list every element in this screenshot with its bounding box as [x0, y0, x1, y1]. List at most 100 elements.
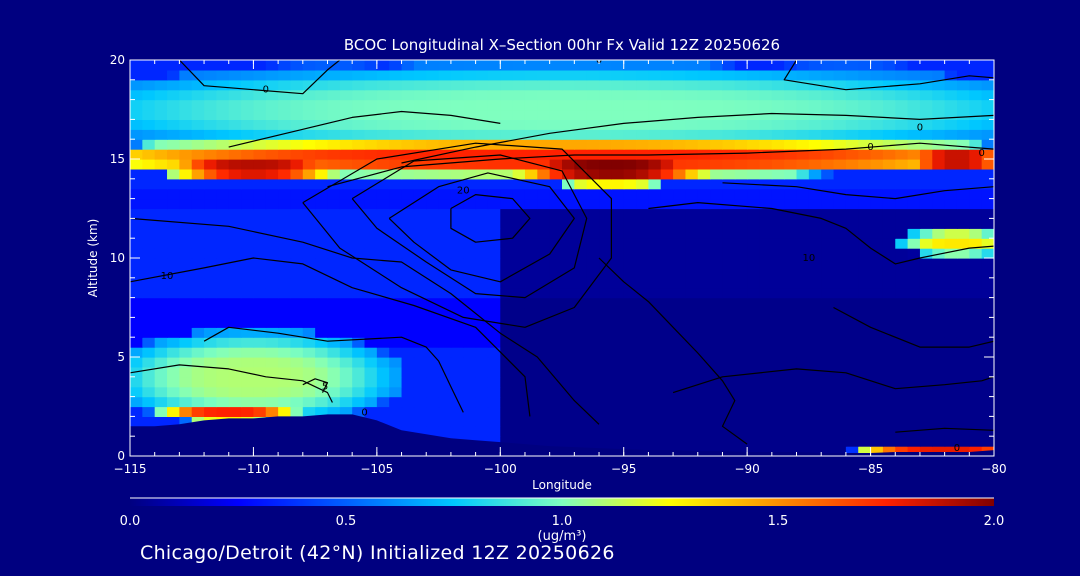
field-cell — [290, 69, 304, 81]
field-cell — [685, 366, 699, 378]
field-cell — [808, 228, 822, 239]
field-cell — [401, 396, 415, 408]
field-cell — [870, 238, 884, 249]
field-cell — [907, 99, 921, 111]
field-cell — [858, 297, 872, 309]
field-cell — [895, 317, 909, 328]
field-cell — [981, 277, 994, 289]
field-cell — [771, 248, 785, 259]
field-cell — [487, 99, 501, 111]
field-cell — [401, 109, 415, 120]
field-cell — [562, 208, 575, 219]
field-cell — [352, 267, 366, 279]
field-cell — [339, 149, 353, 160]
field-cell — [944, 89, 958, 101]
field-cell — [845, 60, 859, 71]
field-cell — [376, 416, 390, 427]
field-cell — [599, 168, 612, 180]
field-cell — [253, 327, 267, 338]
field-cell — [734, 119, 748, 130]
field-cell — [858, 337, 872, 348]
field-cell — [364, 99, 378, 111]
field-cell — [315, 258, 329, 269]
field-cell — [376, 406, 390, 417]
field-cell — [562, 188, 575, 200]
field-cell — [426, 168, 440, 180]
field-cell — [339, 327, 353, 338]
field-cell — [524, 139, 538, 150]
field-cell — [475, 159, 489, 170]
field-cell — [907, 198, 921, 210]
field-cell — [574, 416, 588, 427]
field-cell — [154, 89, 168, 101]
field-cell — [487, 406, 501, 417]
field-cell — [648, 218, 662, 229]
field-cell — [364, 347, 378, 358]
field-cell — [537, 327, 551, 338]
field-cell — [697, 416, 711, 427]
field-cell — [500, 168, 514, 180]
field-cell — [191, 109, 205, 120]
field-cell — [228, 60, 242, 71]
field-cell — [956, 277, 970, 289]
field-cell — [204, 60, 217, 71]
field-cell — [697, 327, 711, 338]
field-cell — [599, 238, 612, 249]
field-cell — [710, 416, 724, 427]
field-cell — [623, 416, 637, 427]
field-cell — [216, 267, 230, 279]
field-cell — [919, 297, 933, 309]
field-cell — [870, 406, 884, 417]
field-cell — [870, 436, 884, 447]
contour-line — [833, 306, 994, 348]
field-cell — [389, 238, 403, 249]
field-cell — [352, 119, 366, 130]
field-cell — [858, 208, 872, 219]
field-cell — [562, 198, 575, 210]
field-cell — [574, 208, 588, 219]
field-cell — [944, 208, 958, 219]
field-cell — [932, 446, 946, 456]
field-cell — [796, 60, 810, 71]
field-cell — [154, 327, 168, 338]
field-cell — [450, 159, 464, 170]
field-cell — [821, 99, 835, 111]
field-cell — [327, 188, 341, 200]
field-cell — [697, 119, 711, 130]
field-cell — [611, 89, 625, 101]
field-cell — [648, 376, 662, 388]
field-cell — [673, 366, 687, 378]
field-cell — [660, 168, 674, 180]
contour-line — [302, 142, 612, 328]
field-cell — [833, 307, 847, 318]
field-cell — [438, 119, 452, 130]
field-cell — [722, 99, 736, 111]
field-cell — [290, 119, 304, 130]
field-cell — [241, 337, 255, 348]
field-cell — [339, 139, 353, 150]
field-cell — [389, 228, 403, 239]
field-cell — [833, 168, 847, 180]
field-cell — [710, 317, 724, 328]
field-cell — [487, 297, 501, 309]
field-cell — [352, 159, 366, 170]
field-cell — [179, 258, 193, 269]
field-cell — [487, 129, 501, 140]
field-cell — [537, 396, 551, 408]
field-cell — [450, 218, 464, 229]
field-cell — [265, 238, 279, 249]
field-cell — [401, 267, 415, 279]
field-cell — [833, 89, 847, 101]
field-cell — [537, 347, 551, 358]
field-cell — [154, 119, 168, 130]
field-cell — [722, 248, 736, 259]
field-cell — [944, 366, 958, 378]
field-cell — [882, 416, 896, 427]
field-cell — [241, 188, 255, 200]
field-cell — [179, 416, 193, 427]
field-cell — [882, 149, 896, 160]
field-cell — [549, 327, 563, 338]
y-tick-label: 15 — [110, 152, 125, 166]
field-cell — [352, 89, 366, 101]
field-cell — [426, 406, 440, 417]
